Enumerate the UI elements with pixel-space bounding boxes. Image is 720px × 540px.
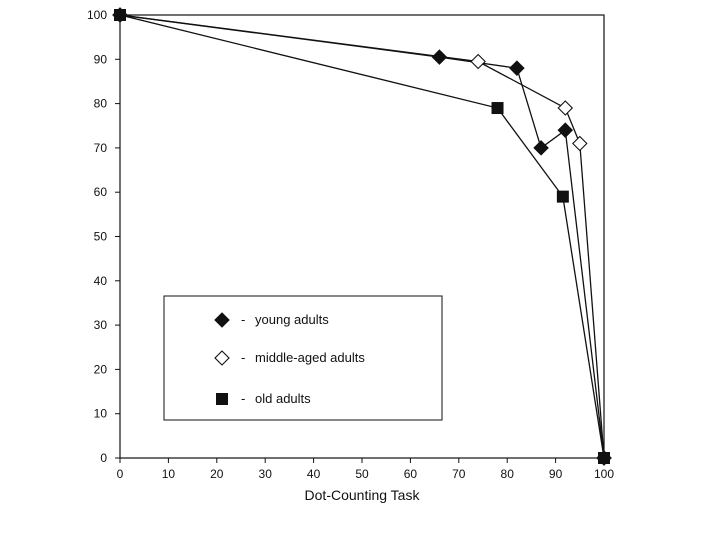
x-tick-label: 90 [549, 467, 563, 481]
data-point-young-adults [533, 140, 549, 156]
data-point-old-adults [556, 190, 569, 203]
x-tick-label: 70 [452, 467, 466, 481]
data-point-young-adults [557, 122, 574, 138]
x-tick-label: 80 [501, 467, 515, 481]
y-tick-label: 60 [94, 185, 108, 199]
data-point-young-adults [509, 60, 525, 76]
data-point-middle-aged-adults [557, 100, 574, 116]
data-point-old-adults [598, 452, 610, 464]
y-tick-label: 100 [87, 8, 107, 22]
legend-label: old adults [255, 391, 311, 406]
x-tick-label: 30 [259, 467, 273, 481]
x-tick-label: 0 [117, 467, 124, 481]
data-point-middle-aged-adults [572, 135, 588, 152]
series-markers [112, 7, 612, 466]
x-tick-label: 20 [210, 467, 224, 481]
data-point-old-adults [114, 9, 126, 21]
series-line-old-adults [119, 14, 605, 459]
y-tick-label: 10 [94, 407, 108, 421]
legend-marker-middle-aged-adults [214, 350, 230, 366]
y-tick-label: 40 [94, 274, 108, 288]
y-tick-label: 20 [94, 362, 108, 376]
legend-marker-old-adults [216, 393, 228, 405]
legend-marker-young-adults [214, 312, 230, 328]
x-axis-title: Dot-Counting Task [305, 487, 421, 503]
x-tick-label: 10 [162, 467, 176, 481]
y-tick-label: 0 [100, 451, 107, 465]
data-point-young-adults [431, 49, 448, 65]
y-tick-label: 70 [94, 141, 108, 155]
x-tick-label: 60 [404, 467, 418, 481]
data-point-old-adults [491, 102, 504, 115]
legend: - young adults-middle-aged adults-old adu… [214, 312, 365, 406]
legend-box [163, 295, 443, 421]
axis-ticks: 0 10 20 30 40 50 60 70 80 90 100 0 10 20 30 40 50 60 70 80 9… [87, 8, 614, 481]
y-tick-label: 80 [94, 97, 108, 111]
y-tick-label: 90 [94, 52, 108, 66]
y-tick-label: 50 [94, 230, 108, 244]
x-tick-label: 100 [594, 467, 614, 481]
x-tick-label: 50 [355, 467, 369, 481]
legend-separator: - [241, 350, 245, 365]
legend-separator: - [241, 312, 245, 327]
data-point-middle-aged-adults [470, 53, 486, 70]
x-tick-label: 40 [307, 467, 321, 481]
legend-separator: - [241, 391, 245, 406]
legend-label: young adults [255, 312, 329, 327]
y-tick-label: 30 [94, 318, 108, 332]
legend-label: middle-aged adults [255, 350, 365, 365]
